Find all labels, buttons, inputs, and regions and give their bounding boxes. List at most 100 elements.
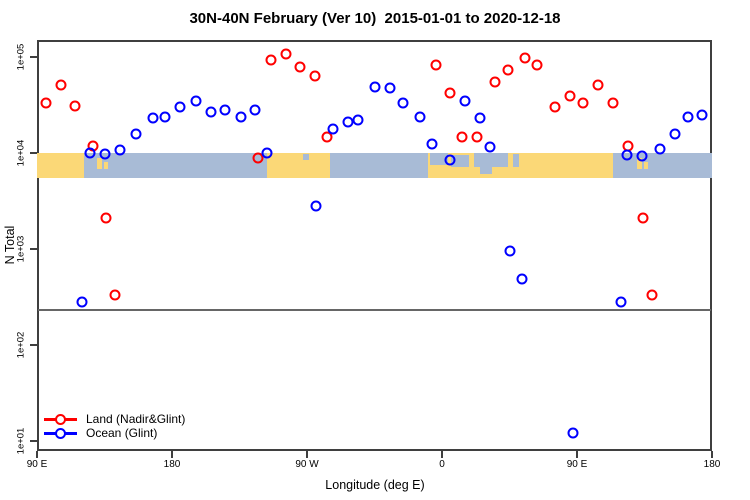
data-point-ocean	[261, 147, 272, 159]
y-tick-label: 1e+01	[15, 427, 27, 455]
data-point-land	[646, 289, 658, 301]
data-point-land	[280, 48, 292, 60]
x-tick-label: 0	[439, 459, 445, 470]
data-point-ocean	[342, 116, 353, 128]
data-point-land	[444, 87, 455, 99]
data-point-land	[592, 79, 604, 91]
ocean-marker-icon	[44, 427, 77, 439]
data-point-land	[109, 289, 121, 301]
map-band-segment-land	[643, 161, 649, 170]
data-point-land	[471, 131, 482, 143]
x-tick	[441, 451, 443, 458]
map-band-segment-land	[103, 161, 109, 170]
data-point-land	[252, 152, 263, 164]
x-tick	[171, 451, 173, 458]
x-tick-label: 180	[703, 459, 721, 470]
data-point-ocean	[235, 111, 247, 123]
legend-label-land: Land (Nadir&Glint)	[86, 412, 186, 426]
x-tick	[711, 451, 713, 458]
data-point-ocean	[99, 148, 110, 160]
map-band-segment-land	[266, 153, 330, 178]
map-band-segment-ocean	[473, 153, 508, 167]
data-point-ocean	[219, 104, 230, 116]
data-point-ocean	[654, 143, 665, 155]
data-point-land	[549, 101, 560, 113]
land-marker-icon	[44, 413, 77, 425]
y-tick	[30, 56, 37, 58]
data-point-land	[309, 70, 320, 82]
y-tick-label: 1e+04	[15, 139, 27, 167]
data-point-ocean	[474, 112, 485, 124]
map-band-segment-ocean	[512, 154, 519, 167]
data-point-land	[294, 61, 305, 73]
data-point-ocean	[397, 97, 409, 109]
y-tick-label: 1e+02	[15, 331, 27, 359]
data-point-ocean	[249, 104, 260, 116]
data-point-land	[265, 54, 277, 66]
data-point-ocean	[84, 147, 95, 159]
data-point-ocean	[159, 111, 170, 123]
y-tick	[30, 344, 37, 346]
data-point-ocean	[682, 111, 694, 123]
data-point-ocean	[696, 109, 707, 121]
data-point-ocean	[327, 123, 338, 135]
data-point-land	[100, 212, 112, 224]
x-axis-label: Longitude (deg E)	[325, 478, 425, 492]
data-point-ocean	[174, 101, 185, 113]
map-band-segment-land	[637, 157, 642, 170]
data-point-ocean	[426, 138, 437, 150]
data-point-land	[430, 59, 442, 71]
x-tick	[306, 451, 308, 458]
map-band-segment-ocean	[83, 153, 267, 178]
data-point-ocean	[114, 144, 125, 156]
data-point-ocean	[636, 150, 647, 162]
legend: Land (Nadir&Glint) Ocean (Glint)	[44, 412, 185, 440]
y-tick	[30, 248, 37, 250]
legend-item-ocean: Ocean (Glint)	[44, 426, 185, 440]
data-point-land	[531, 59, 542, 71]
data-point-ocean	[310, 200, 322, 212]
x-tick-label: 90 E	[566, 459, 588, 470]
x-tick	[36, 451, 38, 458]
data-point-ocean	[504, 245, 515, 257]
map-band-segment-ocean	[303, 154, 309, 161]
data-point-ocean	[205, 106, 217, 118]
data-point-ocean	[444, 154, 455, 166]
data-point-ocean	[352, 114, 364, 126]
data-point-ocean	[459, 95, 470, 107]
data-point-ocean	[567, 427, 578, 439]
legend-item-land: Land (Nadir&Glint)	[44, 412, 185, 426]
data-point-land	[502, 64, 514, 76]
data-point-land	[637, 212, 649, 224]
data-point-land	[456, 131, 467, 143]
y-tick	[30, 440, 37, 442]
data-point-land	[519, 52, 530, 64]
data-point-land	[564, 90, 575, 102]
data-point-ocean	[621, 149, 632, 161]
y-tick	[30, 152, 37, 154]
map-band-segment-land	[97, 157, 102, 170]
map-band-segment-land	[37, 153, 84, 178]
y-tick-label: 1e+05	[15, 43, 27, 71]
x-tick-label: 180	[163, 459, 181, 470]
data-point-land	[489, 76, 500, 88]
data-point-land	[577, 97, 589, 109]
data-point-ocean	[484, 141, 496, 153]
data-point-ocean	[669, 128, 680, 140]
data-point-ocean	[147, 112, 158, 124]
data-point-land	[321, 131, 332, 143]
map-band-segment-ocean	[451, 155, 469, 167]
data-point-land	[55, 79, 67, 91]
data-point-ocean	[130, 128, 142, 140]
data-point-ocean	[369, 81, 380, 93]
plot-area	[37, 40, 712, 451]
chart-title: 30N-40N February (Ver 10) 2015-01-01 to …	[189, 10, 561, 27]
data-point-land	[607, 97, 619, 109]
x-tick	[576, 451, 578, 458]
data-point-ocean	[384, 82, 395, 94]
map-band-segment-ocean	[430, 153, 448, 166]
cutoff-line	[38, 309, 711, 312]
data-point-ocean	[615, 296, 626, 308]
data-point-ocean	[190, 95, 202, 107]
